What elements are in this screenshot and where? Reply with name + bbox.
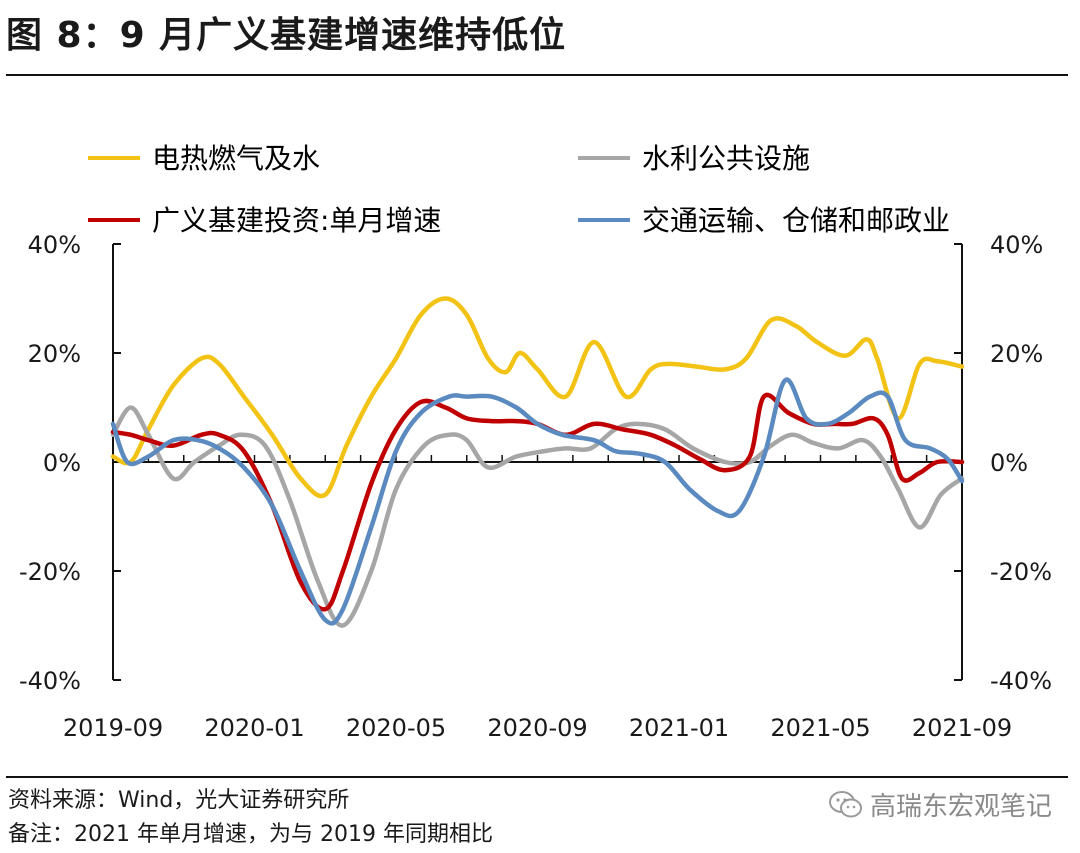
x-tick-label: 2019-09 [63,714,163,742]
legend-label: 交通运输、仓储和邮政业 [642,204,950,237]
y-tick-label-left: 20% [28,340,81,368]
legend-item-electricity: 电热燃气及水 [88,142,320,175]
legend-item-water-conservancy: 水利公共设施 [578,142,810,175]
x-tick-label: 2020-09 [487,714,587,742]
y-tick-label-right: 20% [990,340,1043,368]
series-infrastructure-line [110,392,965,612]
y-tick-label-right: 0% [990,449,1028,477]
footer-rule [6,776,1068,778]
watermark-text: 高瑞东宏观笔记 [869,792,1052,822]
y-tick-label-right: -40% [990,667,1052,695]
x-tick-label: 2020-05 [346,714,446,742]
y-tick-label-left: -40% [19,667,81,695]
series-transport-line [110,377,965,626]
legend-item-transport: 交通运输、仓储和邮政业 [578,204,950,237]
footnote: 备注：2021 年单月增速，为与 2019 年同期相比 [8,822,493,847]
x-tick-label: 2021-05 [770,714,870,742]
title-rule [6,74,1068,76]
legend-label: 广义基建投资:单月增速 [152,204,441,237]
series-electricity-line [110,296,965,499]
y-tick-label-left: -20% [19,558,81,586]
legend: 电热燃气及水 水利公共设施 广义基建投资:单月增速 交通运输、仓储和邮政业 [88,142,950,237]
y-tick-label-left: 40% [28,231,81,259]
legend-label: 水利公共设施 [642,142,810,175]
source-note: 资料来源：Wind，光大证券研究所 [8,788,350,813]
legend-item-infrastructure: 广义基建投资:单月增速 [88,204,441,237]
wechat-icon [828,790,862,817]
x-tick-label: 2021-09 [912,714,1012,742]
y-tick-label-right: 40% [990,231,1043,259]
watermark: 高瑞东宏观笔记 [828,786,1052,823]
y-tick-label-right: -20% [990,558,1052,586]
x-tick-label: 2020-01 [204,714,304,742]
page-title: 图 8：9 月广义基建增速维持低位 [6,15,567,56]
series-water-line [110,405,965,628]
y-tick-label-left: 0% [43,449,81,477]
legend-label: 电热燃气及水 [152,142,320,175]
line-chart: 40% 40% 20% 20% 0% 0% -20% -20% -40% -40% 2019-09 2… [19,142,1052,742]
x-tick-label: 2021-01 [629,714,729,742]
